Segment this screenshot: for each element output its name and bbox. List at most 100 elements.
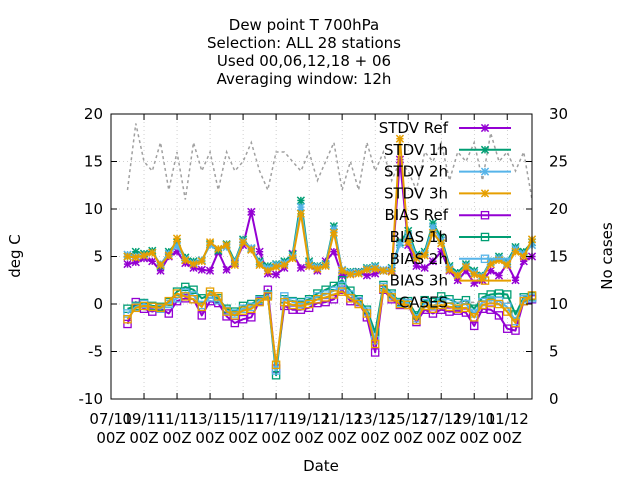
y2-tick-label: 30 bbox=[549, 105, 568, 123]
data-point bbox=[321, 293, 330, 302]
data-point bbox=[329, 228, 339, 237]
data-point bbox=[395, 299, 405, 309]
data-point bbox=[148, 248, 157, 257]
data-point bbox=[511, 276, 520, 285]
legend-label: BIAS 2h bbox=[390, 250, 448, 268]
data-point bbox=[445, 265, 454, 274]
data-point bbox=[247, 207, 256, 216]
title-line: Averaging window: 12h bbox=[217, 70, 392, 88]
x-axis-label: Date bbox=[303, 457, 339, 475]
data-point bbox=[238, 238, 248, 247]
data-point bbox=[222, 240, 231, 250]
data-point bbox=[164, 309, 174, 318]
y-tick-label: -5 bbox=[88, 343, 103, 361]
x-tick-label-date: 13/11 bbox=[188, 410, 231, 428]
data-point bbox=[222, 307, 231, 316]
x-tick-label-date: 09/11 bbox=[122, 410, 165, 428]
y-tick-label: 15 bbox=[84, 153, 103, 171]
x-tick-label-date: 27/11 bbox=[420, 410, 463, 428]
data-point bbox=[255, 297, 264, 307]
data-point bbox=[362, 265, 372, 274]
data-point bbox=[412, 254, 421, 263]
y-axis-label: deg C bbox=[6, 234, 24, 278]
y-tick-label: 10 bbox=[84, 200, 103, 218]
data-point bbox=[255, 260, 264, 270]
data-point bbox=[123, 314, 132, 324]
data-point bbox=[139, 301, 149, 311]
title-line: Selection: ALL 28 stations bbox=[207, 34, 401, 52]
data-point bbox=[296, 263, 305, 273]
data-point bbox=[197, 257, 206, 266]
title-line: Dew point T 700hPa bbox=[229, 16, 379, 34]
data-point bbox=[280, 260, 289, 270]
data-point bbox=[247, 245, 256, 254]
data-point bbox=[494, 299, 504, 309]
data-point bbox=[280, 297, 289, 307]
data-point bbox=[189, 285, 198, 294]
series-line bbox=[126, 123, 533, 200]
data-point bbox=[156, 303, 165, 313]
data-point bbox=[395, 240, 405, 249]
data-point bbox=[238, 306, 248, 315]
data-point bbox=[296, 209, 305, 218]
legend-marker bbox=[480, 167, 490, 176]
data-point bbox=[197, 311, 207, 320]
data-point bbox=[412, 261, 421, 271]
data-point bbox=[263, 292, 273, 301]
data-point bbox=[123, 319, 132, 329]
legend-marker bbox=[480, 189, 490, 198]
data-point bbox=[288, 254, 297, 263]
data-point bbox=[494, 311, 504, 320]
data-point bbox=[436, 300, 446, 310]
legend-label: BIAS 1h bbox=[390, 228, 448, 246]
legend-label: CASES bbox=[399, 293, 448, 311]
y2-axis-label: No cases bbox=[598, 222, 616, 290]
data-point bbox=[494, 271, 504, 280]
y2-tick-label: 5 bbox=[549, 343, 559, 361]
legend-marker bbox=[480, 232, 490, 242]
data-point bbox=[502, 307, 512, 316]
y2-tick-label: 0 bbox=[549, 390, 559, 408]
data-point bbox=[354, 269, 363, 278]
data-point bbox=[370, 348, 380, 357]
legend: STDV Ref STDV 1h STDV 2h STDV 3h BIAS Ref BIA… bbox=[379, 119, 511, 311]
data-point bbox=[329, 294, 339, 304]
data-point bbox=[370, 339, 380, 349]
data-point bbox=[164, 251, 173, 260]
legend-label: STDV 3h bbox=[384, 184, 448, 202]
data-point bbox=[288, 300, 297, 310]
y2-tick-label: 20 bbox=[549, 200, 568, 218]
y-tick-label: 5 bbox=[93, 248, 103, 266]
data-point bbox=[502, 290, 512, 299]
data-point bbox=[313, 294, 322, 304]
legend-label: BIAS 3h bbox=[390, 272, 448, 290]
legend-label: STDV 2h bbox=[384, 163, 448, 181]
data-point bbox=[404, 238, 413, 247]
x-tick-label-hour: 00Z bbox=[228, 429, 257, 447]
data-point bbox=[205, 238, 215, 247]
data-point bbox=[469, 313, 479, 322]
data-point bbox=[271, 360, 281, 370]
data-point bbox=[230, 311, 240, 320]
data-point bbox=[445, 307, 454, 316]
data-point bbox=[214, 244, 223, 254]
x-tick-label-date: 29/11 bbox=[453, 410, 496, 428]
data-point bbox=[156, 260, 165, 270]
y-tick-label: 20 bbox=[84, 105, 103, 123]
series-stdv-3h bbox=[123, 134, 537, 282]
data-point bbox=[519, 296, 528, 306]
data-point bbox=[437, 239, 446, 248]
data-point bbox=[197, 302, 207, 312]
data-point bbox=[296, 301, 306, 311]
y2-tick-label: 15 bbox=[549, 248, 568, 266]
data-point bbox=[470, 270, 479, 279]
x-tick-label-hour: 00Z bbox=[261, 429, 290, 447]
x-tick-label-date: 07/11 bbox=[89, 410, 132, 428]
x-axis-ticks: 07/1100Z09/1100Z11/1100Z13/1100Z15/1100Z… bbox=[89, 114, 529, 447]
data-point bbox=[313, 264, 322, 273]
legend-marker bbox=[480, 254, 490, 264]
title-line: Used 00,06,12,18 + 06 bbox=[217, 52, 391, 70]
data-point bbox=[428, 257, 438, 266]
data-point bbox=[354, 299, 363, 309]
